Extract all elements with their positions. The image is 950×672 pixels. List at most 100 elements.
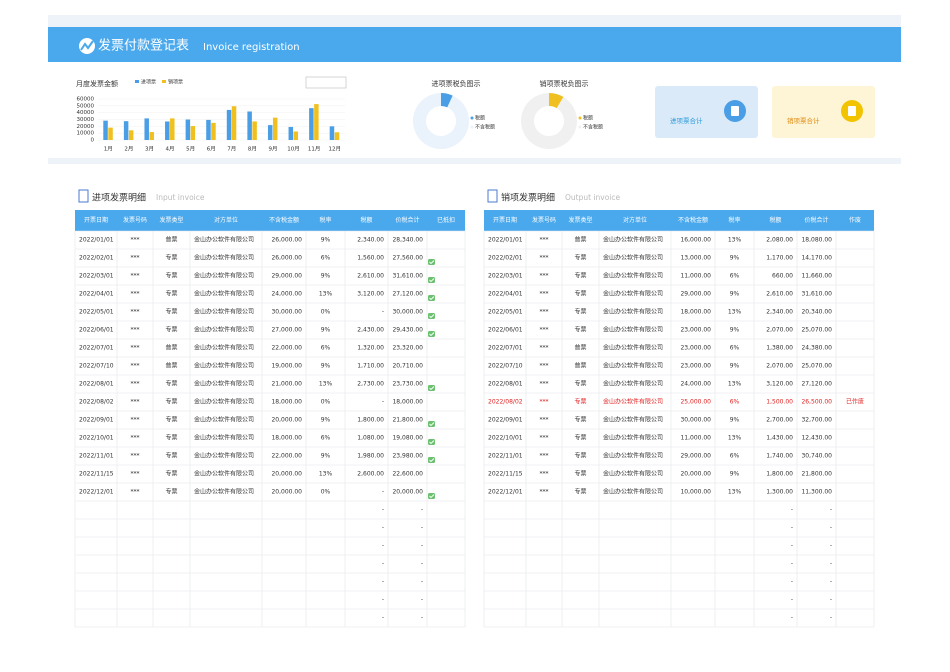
table-cell: 11,000.00 <box>680 435 711 442</box>
table-cell: 20,000.00 <box>271 417 302 424</box>
column-header: 作废 <box>849 216 861 224</box>
bar <box>211 123 216 140</box>
table-cell: 19,080.00 <box>392 435 423 442</box>
y-tick-label: 30000 <box>77 117 95 123</box>
table-cell: - <box>830 579 832 586</box>
section-subtitle: Output invoice <box>565 193 621 202</box>
table-cell: 2022/06/01 <box>488 327 523 334</box>
table-cell: 9% <box>730 327 740 334</box>
table-cell: 2022/12/01 <box>488 489 523 496</box>
table-cell: 专票 <box>165 290 177 298</box>
y-tick-label: 0 <box>91 138 95 144</box>
table-cell: *** <box>131 363 140 370</box>
table-cell: 20,710.00 <box>392 363 423 370</box>
chart-title: 月度发票金额 <box>76 79 118 88</box>
table-cell: 1,430.00 <box>766 435 793 442</box>
table-cell: 金山办公软件有限公司 <box>194 344 254 352</box>
table-cell: *** <box>131 417 140 424</box>
table-cell: 21,800.00 <box>801 471 832 478</box>
input-box[interactable] <box>306 77 346 88</box>
column-header: 价税合计 <box>395 216 419 224</box>
table-cell: *** <box>540 363 549 370</box>
table-cell: 2,610.00 <box>766 291 793 298</box>
table-cell: - <box>382 525 384 532</box>
table-cell: 普票 <box>574 362 586 370</box>
table-cell: 金山办公软件有限公司 <box>603 488 663 496</box>
table-cell: 22,000.00 <box>271 345 302 352</box>
top-strip <box>48 15 901 27</box>
table-cell: 2022/12/01 <box>79 489 114 496</box>
table-cell: - <box>421 615 423 622</box>
bar <box>103 121 108 140</box>
table-cell: 金山办公软件有限公司 <box>194 452 254 460</box>
table-cell: 3,120.00 <box>766 381 793 388</box>
table-cell: 23,320.00 <box>392 345 423 352</box>
table-cell: 12,430.00 <box>801 435 832 442</box>
table-cell: *** <box>131 471 140 478</box>
chart-title: 销项票税负图示 <box>540 79 589 88</box>
table-cell: 2022/01/01 <box>79 237 114 244</box>
bar <box>129 130 134 140</box>
column-header: 价税合计 <box>804 216 828 224</box>
table-cell: 20,340.00 <box>801 309 832 316</box>
check-icon <box>428 259 435 265</box>
table-cell: *** <box>540 327 549 334</box>
table-cell: *** <box>540 489 549 496</box>
table-cell: 金山办公软件有限公司 <box>194 272 254 280</box>
table-cell: 专票 <box>574 452 586 460</box>
bar <box>309 108 314 140</box>
table-cell: 金山办公软件有限公司 <box>194 470 254 478</box>
table-cell: 23,000.00 <box>680 327 711 334</box>
table-cell: 普票 <box>165 344 177 352</box>
table-cell: 25,070.00 <box>801 363 832 370</box>
table-cell: 2022/11/15 <box>79 471 114 478</box>
table-cell: 6% <box>730 273 740 280</box>
x-tick-label: 12月 <box>328 146 341 153</box>
table-cell: 0% <box>321 489 331 496</box>
bar <box>191 126 196 140</box>
table-cell: 2,610.00 <box>357 273 384 280</box>
y-tick-label: 20000 <box>77 124 95 130</box>
table-cell: *** <box>540 345 549 352</box>
legend-label: 不含税额 <box>583 124 603 131</box>
table-cell: 9% <box>321 273 331 280</box>
table-cell: 32,700.00 <box>801 417 832 424</box>
table-cell: 专票 <box>574 398 586 406</box>
table-cell: *** <box>540 309 549 316</box>
table-cell: 13% <box>319 291 333 298</box>
card-icon-glyph <box>731 106 739 116</box>
table-cell: - <box>791 507 793 514</box>
table-cell: 23,000.00 <box>680 345 711 352</box>
table-cell: 29,430.00 <box>392 327 423 334</box>
legend-label: 进项票 <box>141 79 156 86</box>
table-cell: 10,000.00 <box>680 489 711 496</box>
bar <box>165 121 170 140</box>
table-cell: 6% <box>321 345 331 352</box>
table-cell: 11,000.00 <box>680 273 711 280</box>
table-cell: *** <box>131 327 140 334</box>
table-cell: 专票 <box>165 308 177 316</box>
table-cell: 普票 <box>165 236 177 244</box>
table-cell: 专票 <box>165 452 177 460</box>
table-cell: *** <box>540 237 549 244</box>
bar <box>268 125 273 140</box>
table-cell: 24,000.00 <box>680 381 711 388</box>
check-icon <box>428 421 435 427</box>
table-cell: 1,800.00 <box>766 471 793 478</box>
table-cell: 20,000.00 <box>271 471 302 478</box>
table-cell: 2,430.00 <box>357 327 384 334</box>
bar <box>273 118 278 140</box>
column-header: 发票类型 <box>159 216 183 224</box>
table-cell: 2022/03/01 <box>79 273 114 280</box>
table-cell: *** <box>540 435 549 442</box>
table-cell: 19,000.00 <box>271 363 302 370</box>
table-cell: 1,800.00 <box>357 417 384 424</box>
table-cell: 6% <box>321 435 331 442</box>
x-tick-label: 9月 <box>268 146 277 153</box>
table-cell: 18,080.00 <box>801 237 832 244</box>
bar <box>232 106 237 140</box>
table-cell: 1,980.00 <box>357 453 384 460</box>
table-cell: *** <box>540 453 549 460</box>
y-tick-label: 50000 <box>77 103 95 109</box>
table-cell: *** <box>131 345 140 352</box>
